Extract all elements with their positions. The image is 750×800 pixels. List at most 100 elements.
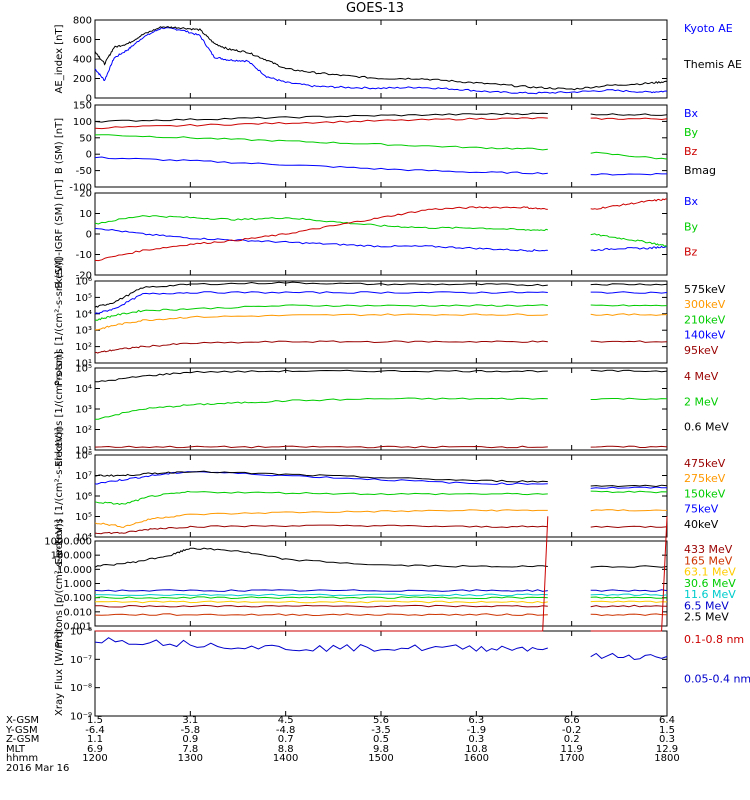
- legend-label: 4 MeV: [684, 370, 719, 383]
- footer-row-mlt: MLT 6.9 7.8 8.8 9.8 10.8 11.9 12.9: [6, 743, 746, 755]
- footer-value: 0.7: [277, 734, 294, 745]
- footer-value: 5.6: [373, 715, 389, 726]
- y-tick-label: 10⁻⁶: [70, 627, 92, 638]
- series-line: [590, 283, 668, 286]
- y-tick-label: 10⁻⁷: [70, 655, 92, 666]
- series-line: [94, 117, 548, 130]
- series-line: [94, 281, 548, 308]
- footer-value: 9.8: [373, 743, 389, 755]
- series-line: [590, 397, 668, 401]
- footer-value: -5.8: [180, 724, 201, 736]
- series-line: [590, 486, 667, 489]
- series-line: [590, 596, 668, 599]
- panel-ae: 0 200 400 600 800 AE_index [nT] Kyoto AE Themis…: [54, 16, 742, 105]
- series-line: [590, 369, 668, 373]
- series-line: [590, 151, 668, 160]
- panel-frame: [94, 192, 668, 276]
- series-line: [590, 525, 668, 529]
- legend-label: 165 MeV: [684, 554, 733, 567]
- legend-label: Bz: [684, 145, 698, 158]
- series-line: [590, 198, 668, 210]
- series-line: [590, 516, 668, 632]
- legend-label: 433 MeV: [684, 543, 733, 556]
- series-line: [94, 524, 548, 535]
- series-line: [94, 596, 548, 600]
- panel-b_sm: -100 -50 0 50 100 150 B (SM) [nT] Bx By Bz Bmag: [54, 101, 716, 194]
- footer-value: 1200: [82, 753, 108, 764]
- footer-row-x-gsm: X-GSM 1.5 3.1 4.5 5.6 6.3 6.6 6.4: [6, 716, 746, 726]
- series-line: [94, 291, 548, 315]
- legend-label: 63.1 MeV: [684, 566, 736, 579]
- legend-label: 0.1-0.8 nm: [684, 633, 744, 646]
- legend-label: 0.05-0.4 nm: [684, 673, 750, 686]
- panel-frame: [94, 630, 668, 717]
- y-tick-label: 10.000: [57, 565, 92, 576]
- y-tick-label: 0: [86, 230, 92, 241]
- series-line: [590, 565, 668, 568]
- footer-value: -4.8: [275, 724, 296, 736]
- series-line: [590, 593, 668, 597]
- footer-row-label: hhmm: [6, 753, 39, 764]
- footer-value: 1300: [177, 753, 204, 764]
- y-tick-label: -100: [69, 183, 92, 194]
- y-tick-label: 10¹: [75, 446, 92, 457]
- y-tick-label: 10: [79, 209, 92, 220]
- footer-value: 1.1: [87, 734, 103, 745]
- legend-label: 2.5 MeV: [684, 611, 729, 624]
- legend-label: 275keV: [684, 472, 726, 485]
- series-line: [94, 471, 548, 486]
- panel-protons_low: 10¹ 10² 10³ 10⁴ 10⁵ 10⁶ Protons [1/(cm²-s-sr-k…: [54, 258, 726, 386]
- y-tick-label: 100.000: [51, 551, 92, 562]
- series-line: [590, 291, 668, 294]
- y-tick-label: 1000.000: [44, 537, 92, 548]
- panel-electrons_high: 10¹ 10² 10³ 10⁴ 10⁵ Electrons [1/(cm²-s-sr)] 4…: [54, 351, 729, 467]
- legend-label: Bx: [684, 107, 699, 120]
- series-line: [94, 206, 548, 262]
- y-tick-label: 20: [79, 189, 92, 200]
- footer-value: 0.3: [659, 734, 675, 745]
- series-line: [590, 600, 668, 603]
- y-tick-label: -20: [76, 271, 92, 282]
- series-line: [94, 228, 548, 252]
- series-line: [94, 509, 548, 528]
- y-tick-label: 10²: [75, 342, 92, 353]
- y-tick-label: 800: [73, 16, 92, 27]
- series-line: [590, 304, 668, 307]
- panel-frame: [94, 540, 668, 627]
- y-tick-label: 10⁴: [75, 533, 92, 544]
- y-axis-label: Protons [1/(cm²-s-sr-keV)]: [54, 258, 65, 386]
- series-line: [94, 397, 548, 420]
- legend-label: Bmag: [684, 164, 716, 177]
- legend-label: 30.6 MeV: [684, 577, 736, 590]
- footer-value: 1600: [463, 753, 490, 764]
- footer-value: -3.5: [371, 724, 391, 736]
- series-line: [590, 172, 667, 176]
- y-tick-label: 0.100: [63, 593, 92, 604]
- legend-label: 300keV: [684, 298, 726, 311]
- y-tick-label: 10⁷: [75, 471, 92, 482]
- footer-value: 1800: [654, 753, 680, 764]
- y-tick-label: 10³: [75, 326, 92, 337]
- y-tick-label: 10³: [75, 405, 92, 416]
- footer-value: 1400: [272, 753, 299, 764]
- footer-row-hhmm: hhmm 1200 1300 1400 1500 1600 1700 1800: [6, 754, 746, 764]
- footer-value: 10.8: [465, 743, 488, 755]
- y-tick-label: 150: [73, 101, 92, 112]
- series-line: [95, 516, 549, 632]
- footer-value: 6.6: [563, 715, 580, 726]
- series-line: [94, 593, 548, 597]
- footer-value: 11.9: [560, 743, 583, 755]
- y-tick-label: 0: [86, 94, 92, 105]
- series-line: [590, 484, 668, 488]
- legend-label: 575keV: [684, 283, 726, 296]
- y-tick-label: 10¹: [75, 359, 92, 370]
- series-line: [94, 156, 548, 175]
- legend-label: 140keV: [684, 329, 726, 342]
- panel-frame: [94, 19, 668, 99]
- footer-row-label: Y-GSM: [6, 724, 38, 736]
- series-line: [590, 589, 668, 592]
- y-tick-label: 10⁶: [75, 277, 92, 288]
- series-line: [94, 600, 548, 604]
- y-tick-label: 10²: [75, 425, 92, 436]
